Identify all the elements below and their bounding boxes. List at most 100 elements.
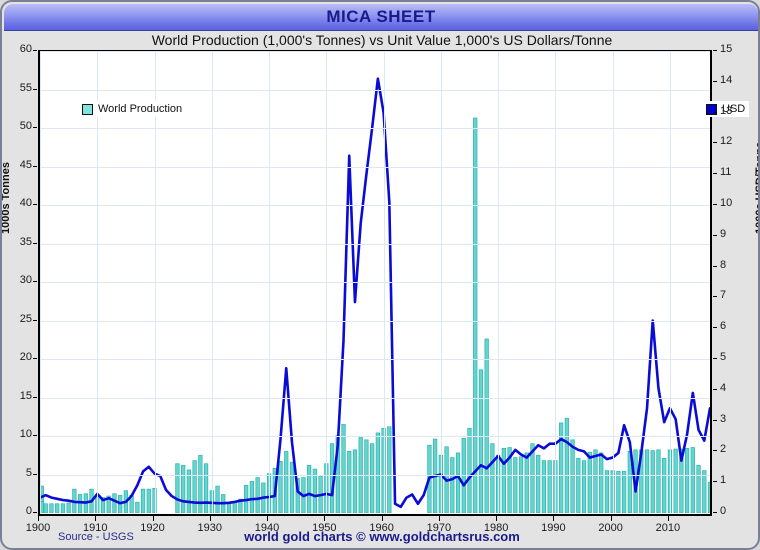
bar <box>530 443 535 513</box>
bar <box>43 503 48 513</box>
bar <box>616 471 621 513</box>
gridline-horizontal <box>40 282 710 283</box>
bar <box>473 117 478 513</box>
x-axis-tick-mark <box>496 516 498 521</box>
gridline-vertical <box>211 51 213 514</box>
bar <box>192 460 197 513</box>
bar <box>203 463 209 513</box>
legend-swatch-world-production-icon <box>82 103 93 115</box>
x-axis-tick-mark <box>553 516 555 521</box>
bar <box>621 471 627 513</box>
y-axis-left-tick-label: 25 <box>19 312 32 325</box>
y-axis-right-tick-label: 9 <box>720 227 727 240</box>
y-axis-right-tick-label: 2 <box>720 443 727 456</box>
bar <box>49 503 54 513</box>
bar <box>364 439 369 513</box>
bar <box>599 452 604 513</box>
gridline-vertical <box>383 51 385 514</box>
y-axis-right-tick-mark <box>713 142 717 144</box>
x-axis-tick-label: 1940 <box>254 522 280 534</box>
x-axis-tick-mark <box>381 516 383 521</box>
y-axis-left-tick-label: 60 <box>19 43 32 55</box>
gridline-horizontal <box>40 166 710 168</box>
bar <box>524 452 529 513</box>
y-axis-right-tick-label: 15 <box>720 43 733 55</box>
gridline-horizontal <box>40 243 710 245</box>
y-axis-left-tick-mark <box>33 127 37 128</box>
usd-line-series <box>40 77 710 509</box>
gridline-horizontal <box>40 474 710 476</box>
y-axis-left-tick-mark <box>33 50 37 51</box>
bar <box>135 501 140 513</box>
x-axis-tick-label: 1920 <box>140 522 165 534</box>
y-axis-left-ticks: 0 5 10 15 20 25 30 35 40 45 50 55 60 <box>2 44 758 517</box>
x-axis-tick-mark <box>95 516 97 521</box>
y-axis-left-tick-mark <box>33 88 37 90</box>
bar <box>581 460 587 513</box>
y-axis-left-tick-label: 15 <box>19 389 32 402</box>
legend-label-usd: USD <box>722 103 746 115</box>
legend-swatch-usd-icon <box>706 103 717 115</box>
bar <box>146 488 151 513</box>
y-axis-right-tick-mark <box>713 296 717 298</box>
bar <box>60 503 66 513</box>
y-axis-right-tick-label: 12 <box>720 135 733 148</box>
y-axis-left-tick-label: 40 <box>19 197 32 209</box>
y-axis-right-tick-label: 1 <box>720 474 727 487</box>
x-axis-tick-label: 1930 <box>197 522 223 534</box>
bar <box>570 439 575 513</box>
gridline-vertical <box>440 51 442 514</box>
y-axis-right-tick-mark <box>713 173 717 175</box>
gridline-horizontal <box>40 397 710 399</box>
x-axis-tick-mark <box>438 516 440 521</box>
y-axis-right-tick-mark <box>713 327 717 329</box>
bar <box>341 424 346 513</box>
bar <box>278 461 283 513</box>
bar <box>40 501 44 513</box>
bar <box>501 447 506 513</box>
x-axis-tick-mark <box>38 516 39 521</box>
x-axis-tick-label: 1980 <box>483 522 509 534</box>
y-axis-left-tick-mark <box>33 396 37 398</box>
source-label: Source - USGS <box>58 531 134 543</box>
y-axis-left-tick-mark <box>33 281 37 282</box>
gridline-vertical <box>326 51 328 514</box>
y-axis-right-tick-label: 10 <box>720 197 733 209</box>
y-axis-left-tick-label: 20 <box>19 351 32 363</box>
bar <box>238 498 243 513</box>
y-axis-right-tick-label: 13 <box>720 104 733 117</box>
bar <box>484 338 489 513</box>
y-axis-right-tick-label: 0 <box>720 505 727 517</box>
y-axis-right-tick-mark <box>713 265 717 267</box>
gridline-horizontal <box>40 205 710 206</box>
bar <box>707 481 710 513</box>
bar <box>295 478 300 513</box>
x-axis-tick-mark <box>152 516 154 521</box>
chart-canvas <box>40 77 710 513</box>
y-axis-left-tick-mark <box>33 319 37 321</box>
gridline-vertical <box>555 51 557 514</box>
y-axis-left-title: 1000s Tonnes <box>0 162 12 234</box>
y-axis-right-title: 1000s USD/Tonne <box>754 141 760 234</box>
credit-label: world gold charts © www.goldchartsrus.co… <box>244 529 520 544</box>
bar <box>696 464 701 513</box>
y-axis-right-tick-mark <box>713 50 717 51</box>
bar <box>461 437 466 513</box>
y-axis-left-tick-label: 35 <box>19 235 32 248</box>
y-axis-right-tick-label: 6 <box>720 320 727 333</box>
plot-area: World Production USD <box>38 50 750 516</box>
bar <box>564 417 569 513</box>
y-axis-right-tick-mark <box>713 512 717 513</box>
bar <box>387 426 392 513</box>
bar <box>140 488 146 513</box>
y-axis-right-tick-mark <box>713 234 717 236</box>
y-axis-right-tick-mark <box>713 358 717 359</box>
y-axis-right-tick-mark <box>713 111 717 113</box>
gridline-horizontal <box>40 320 710 322</box>
bar <box>518 456 524 513</box>
y-axis-left-tick-mark <box>33 358 37 359</box>
y-axis-right-tick-label: 5 <box>720 351 727 363</box>
y-axis-left-tick-label: 50 <box>19 120 32 132</box>
legend-label-world-production: World Production <box>98 103 183 115</box>
x-axis-tick-label: 2010 <box>655 522 681 534</box>
